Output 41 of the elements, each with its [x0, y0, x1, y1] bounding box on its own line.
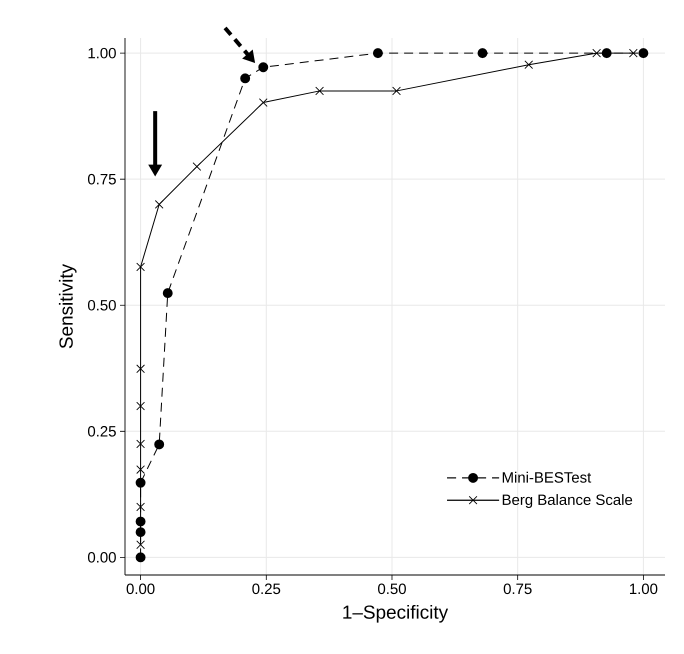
point: [638, 48, 648, 58]
x-tick-label: 0.00: [126, 584, 155, 594]
legend-label: Mini-BESTest: [502, 472, 592, 483]
point: [154, 439, 164, 450]
point: [136, 502, 145, 512]
point: [372, 48, 383, 58]
x-axis-title: 1–Specificity: [343, 604, 448, 623]
y-tick-label: 0.25: [88, 426, 116, 437]
point: [524, 60, 534, 70]
point: [136, 552, 146, 562]
point: [602, 48, 612, 58]
x-tick-label: 0.25: [252, 584, 280, 594]
y-tick-label: 0.00: [88, 552, 116, 563]
point: [136, 516, 146, 526]
point: [628, 48, 638, 58]
x-tick-label: 0.75: [504, 584, 532, 594]
y-axis-title: Sensitivity: [58, 264, 77, 348]
point: [154, 200, 164, 209]
point: [136, 262, 145, 272]
point: [136, 465, 145, 474]
point: [136, 440, 145, 448]
point: [240, 73, 250, 84]
point: [136, 527, 146, 538]
point: [478, 48, 488, 58]
point: [136, 364, 145, 374]
legend-label: Berg Balance Scale: [502, 494, 632, 508]
y-tick-label: 0.75: [88, 174, 116, 184]
point: [162, 288, 173, 298]
y-tick-label: 1.00: [88, 48, 116, 58]
point: [136, 478, 146, 488]
point: [258, 98, 268, 107]
point: [192, 162, 202, 171]
point: [315, 86, 324, 96]
point: [592, 48, 601, 58]
point: [136, 540, 145, 550]
point: [136, 402, 145, 410]
point: [258, 62, 268, 72]
x-tick-label: 0.50: [378, 584, 406, 594]
x-tick-label: 1.00: [630, 584, 658, 594]
point: [392, 86, 401, 96]
y-tick-label: 0.50: [88, 300, 116, 311]
